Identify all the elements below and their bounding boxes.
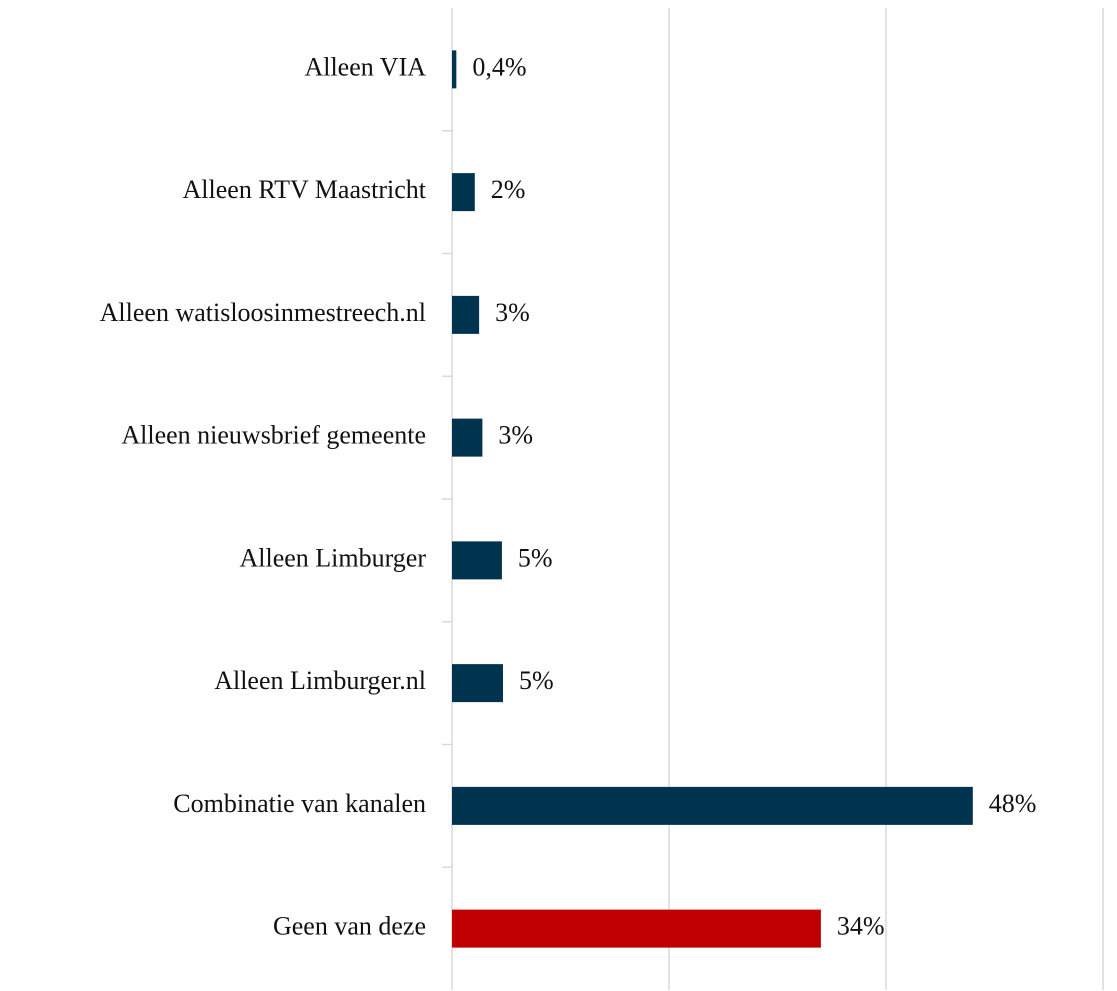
value-label: 2% bbox=[491, 175, 526, 204]
bar bbox=[452, 418, 483, 457]
value-label: 3% bbox=[498, 421, 533, 450]
bar bbox=[452, 173, 475, 212]
bar bbox=[452, 786, 973, 825]
value-label: 3% bbox=[495, 298, 530, 327]
category-label: Alleen watisloosinmestreech.nl bbox=[100, 298, 426, 327]
category-label: Alleen VIA bbox=[304, 52, 426, 81]
category-label: Alleen Limburger.nl bbox=[214, 666, 426, 695]
bar bbox=[452, 295, 480, 334]
value-label: 48% bbox=[989, 789, 1037, 818]
value-label: 5% bbox=[519, 666, 554, 695]
category-label: Combinatie van kanalen bbox=[173, 789, 426, 818]
category-label: Alleen nieuwsbrief gemeente bbox=[121, 421, 426, 450]
value-label: 5% bbox=[518, 543, 553, 572]
category-label: Alleen RTV Maastricht bbox=[183, 175, 427, 204]
value-label: 34% bbox=[837, 912, 885, 941]
value-label: 0,4% bbox=[472, 52, 526, 81]
category-label: Alleen Limburger bbox=[239, 543, 426, 572]
category-label: Geen van deze bbox=[273, 912, 426, 941]
bar bbox=[452, 664, 503, 703]
bar bbox=[452, 50, 457, 89]
bar bbox=[452, 909, 821, 948]
bar bbox=[452, 541, 502, 580]
